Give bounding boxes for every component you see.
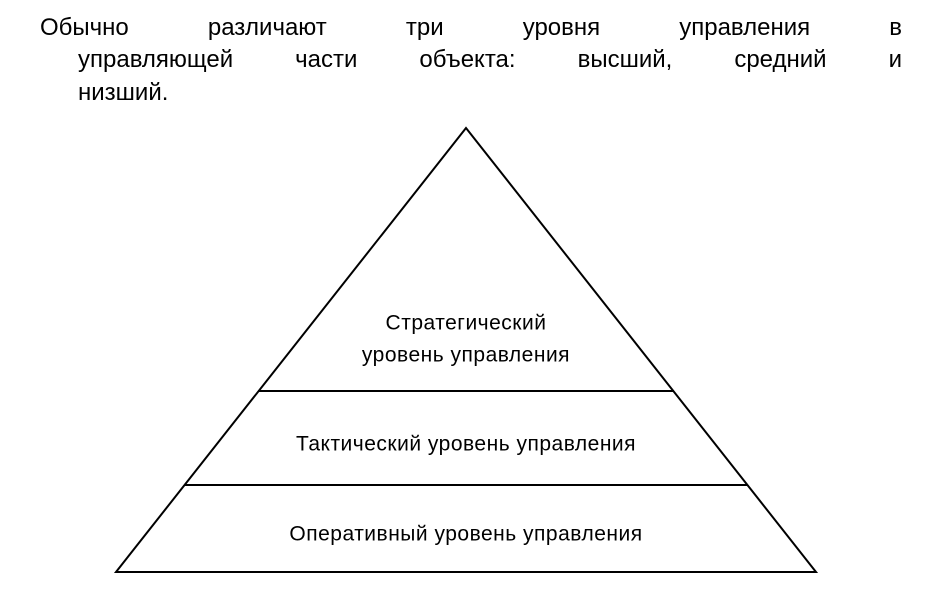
intro-line-1: Обычно различают три уровня управления в	[40, 12, 902, 44]
pyramid-label-tactical: Тактический уровень управления	[296, 433, 636, 456]
pyramid-label-strategic-line1: Стратегический	[386, 312, 547, 335]
intro-paragraph: Обычно различают три уровня управления в…	[40, 12, 902, 109]
pyramid-label-operational: Оперативный уровень управления	[289, 523, 642, 546]
pyramid-diagram: Стратегический уровень управления Тактичес…	[108, 120, 824, 580]
intro-line-3: низший.	[40, 77, 902, 109]
page: Обычно различают три уровня управления в…	[0, 0, 932, 595]
intro-line-2: управляющей части объекта: высший, средн…	[40, 44, 902, 76]
pyramid-label-strategic-line2: уровень управления	[362, 344, 570, 367]
pyramid-svg: Стратегический уровень управления Тактичес…	[108, 120, 824, 580]
